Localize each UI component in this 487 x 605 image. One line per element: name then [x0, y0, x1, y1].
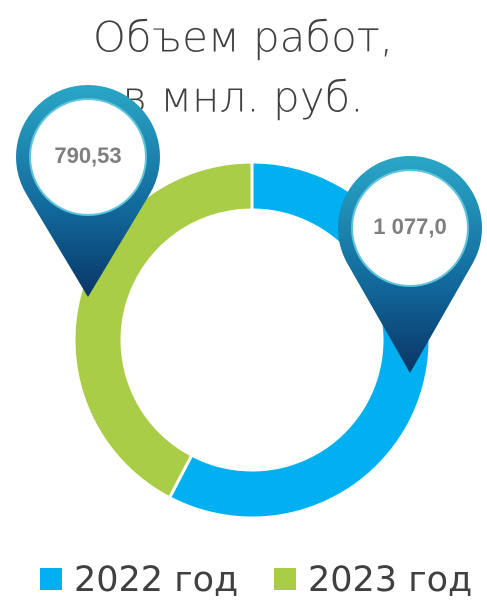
map-pin: 1 077,0 [338, 156, 483, 373]
legend-swatch [274, 568, 296, 590]
data-label: 790,53 [54, 143, 121, 168]
data-label: 1 077,0 [373, 214, 446, 239]
chart-title: Объем работ, [93, 13, 393, 62]
map-pin: 790,53 [16, 84, 161, 297]
pin-face [351, 169, 469, 287]
legend-label: 2022 год [74, 560, 238, 600]
pin-face [29, 98, 147, 216]
legend-swatch [40, 568, 62, 590]
legend-label: 2023 год [308, 560, 472, 600]
chart-subtitle: в мнл. руб. [122, 73, 363, 122]
